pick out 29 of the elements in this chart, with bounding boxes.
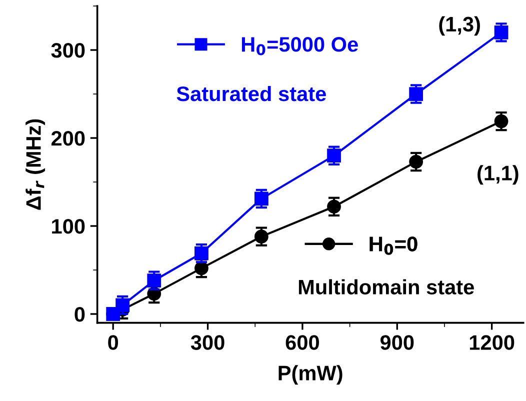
point — [494, 114, 508, 128]
x-tick-label: 300 — [190, 335, 224, 350]
y-tick-label: 300 — [51, 43, 85, 58]
point — [254, 192, 268, 206]
point — [409, 87, 424, 101]
point — [327, 148, 341, 163]
point — [194, 246, 208, 260]
x-axis-title: P(mW) — [278, 365, 342, 385]
point — [147, 274, 162, 288]
legend-label: H$_{0}$=5000 Oe — [242, 37, 358, 56]
x-tick-label: 900 — [380, 335, 414, 350]
annotation: (1,1) — [478, 165, 518, 185]
point — [327, 200, 341, 214]
annotation: (1,3) — [439, 16, 480, 36]
y-tick-label: 0 — [74, 307, 85, 322]
y-axis-title: Δf$_{r}$ (MHz) — [26, 119, 46, 210]
y-tick-label: 100 — [52, 219, 85, 234]
annotation: Multidomain state — [298, 279, 474, 294]
annotation: Saturated state — [176, 86, 326, 102]
x-tick-label: 0 — [108, 335, 118, 350]
x-tick-label: 1200 — [470, 335, 514, 350]
point — [494, 25, 508, 40]
y-tick-label: 200 — [51, 131, 85, 146]
point — [254, 230, 268, 244]
legend-label: H$_{0}$=0 — [370, 236, 418, 255]
point — [409, 154, 424, 169]
x-tick-label: 600 — [286, 335, 319, 350]
point — [194, 261, 208, 276]
point — [116, 298, 130, 312]
